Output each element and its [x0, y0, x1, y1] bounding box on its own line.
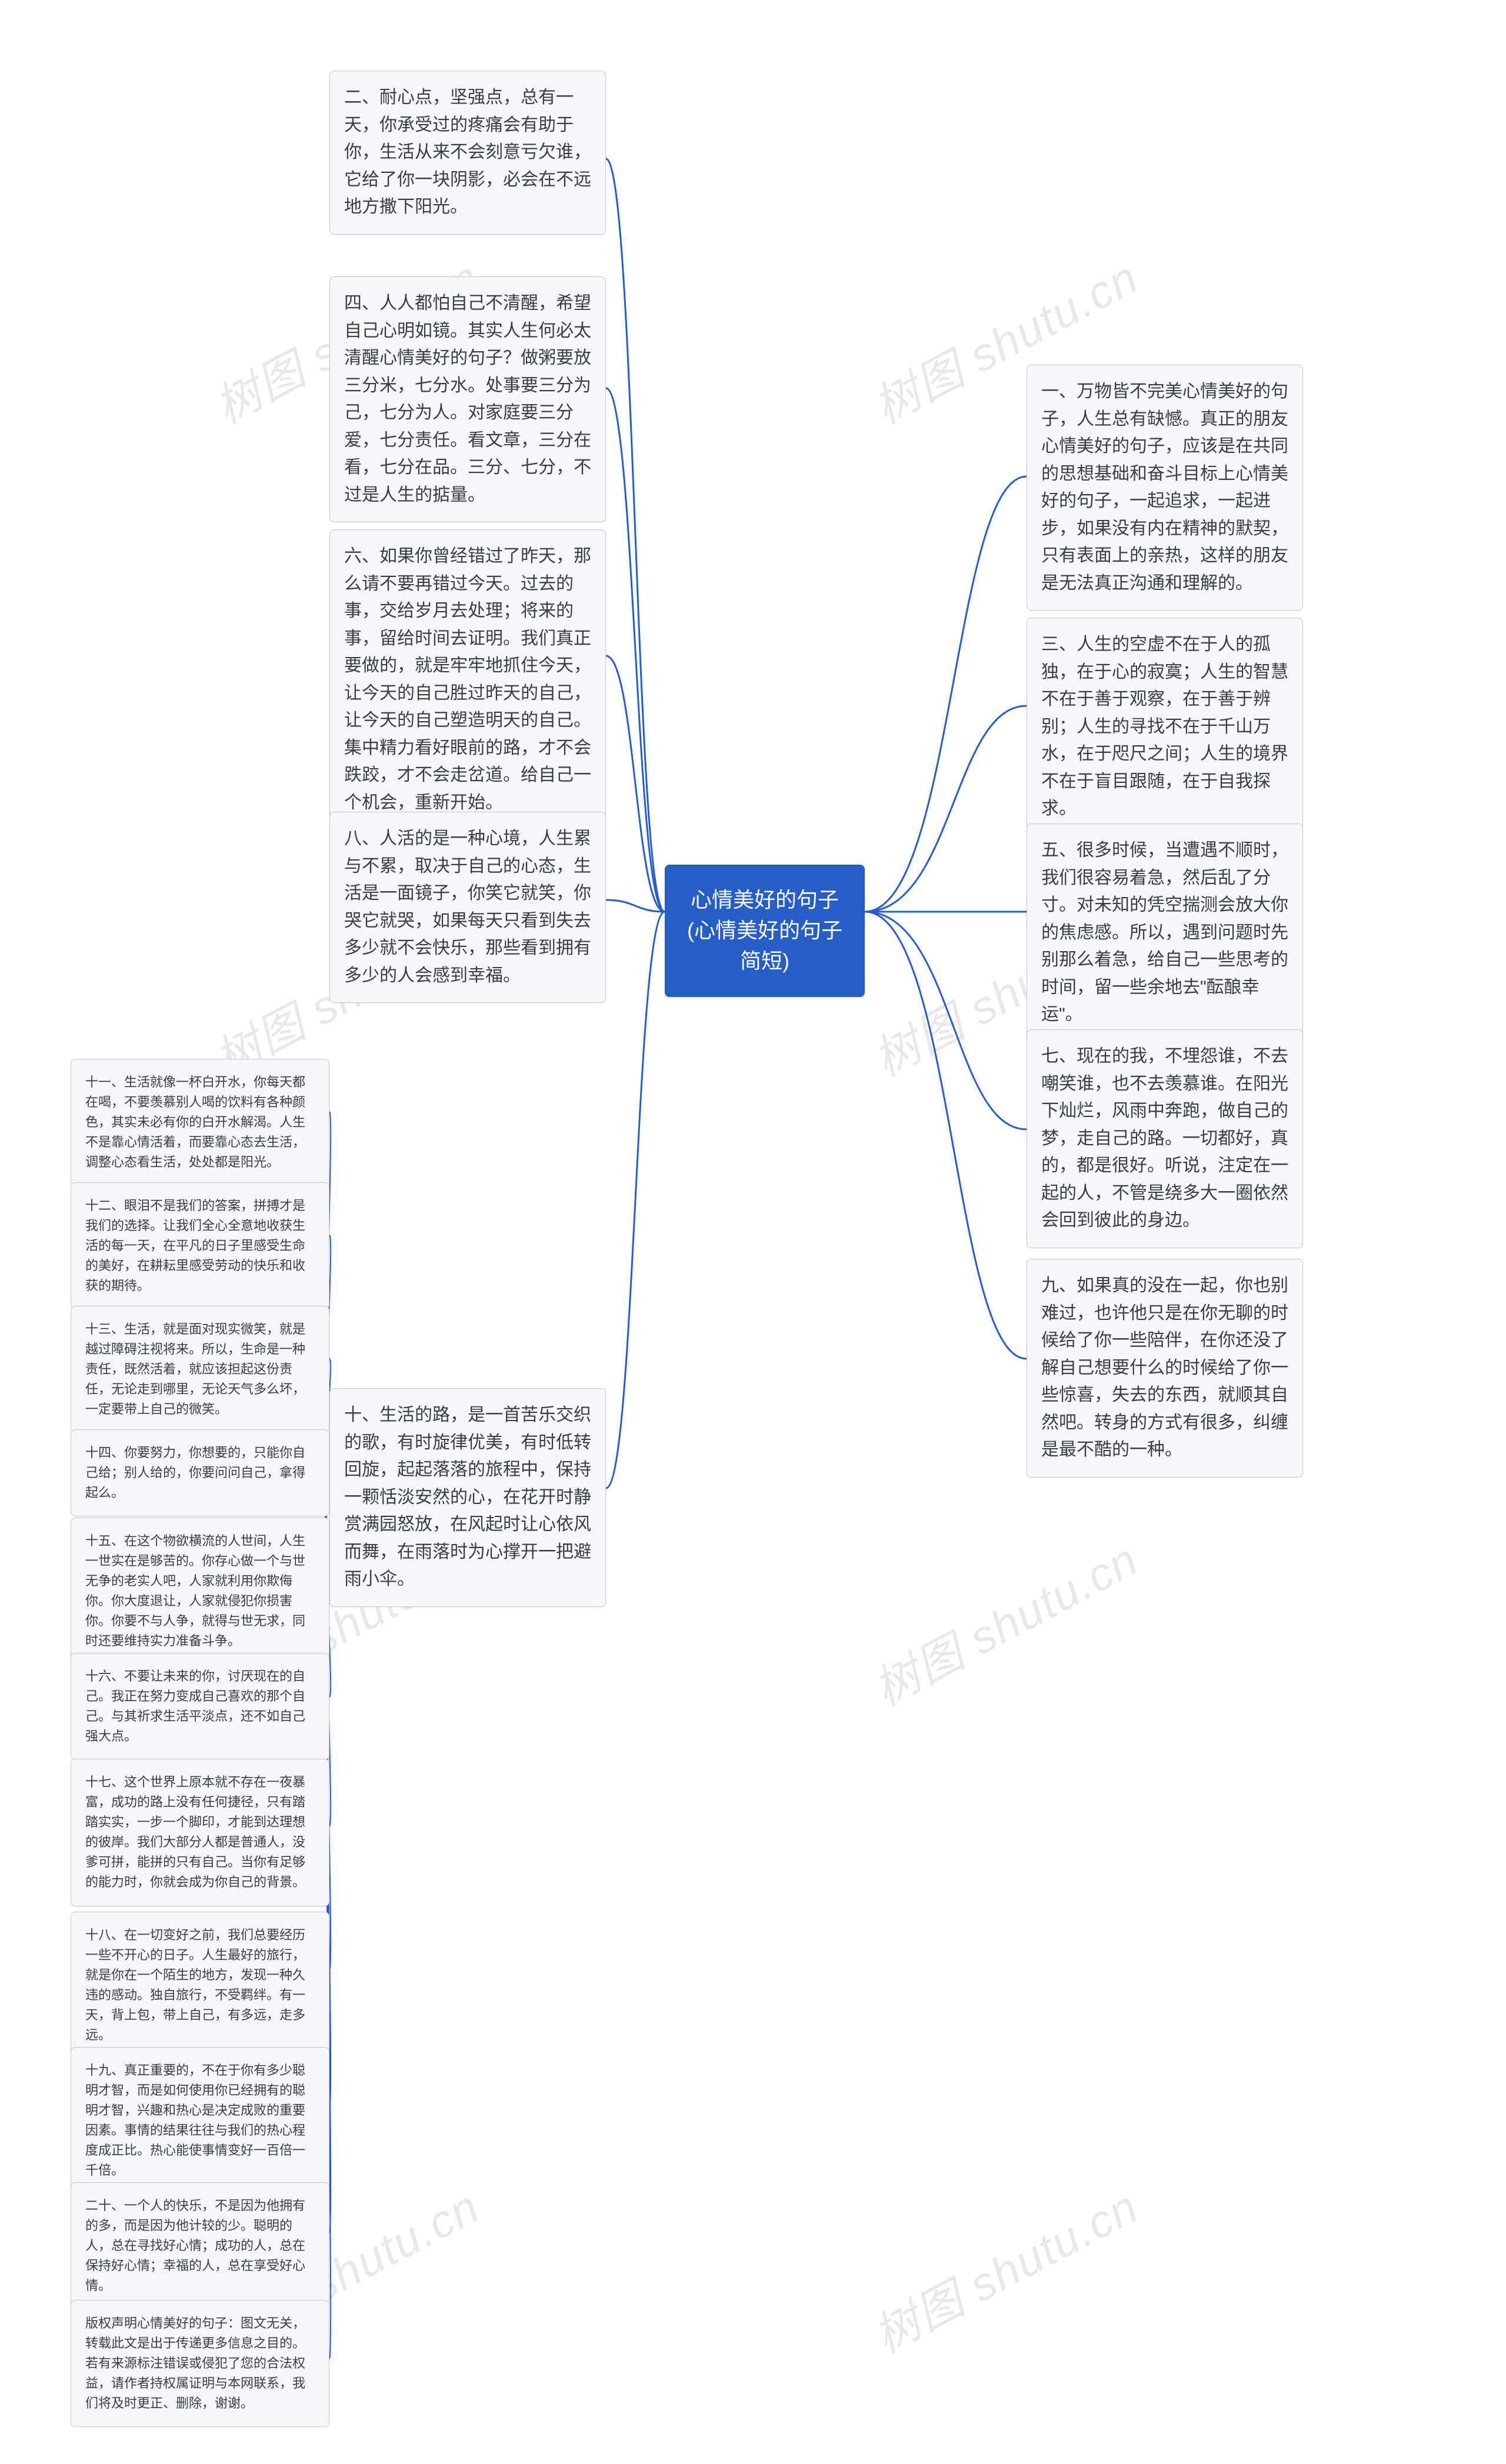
node-r9[interactable]: 九、如果真的没在一起，你也别难过，也许他只是在你无聊的时候给了你一些陪伴，在你还… [1027, 1259, 1303, 1478]
root-node[interactable]: 心情美好的句子(心情美好的句子简短) [665, 865, 865, 997]
node-s14[interactable]: 十四、你要努力，你想要的，只能你自己给；别人给的，你要问问自己，拿得起么。 [71, 1429, 329, 1516]
node-s19[interactable]: 十九、真正重要的，不在于你有多少聪明才智，而是如何使用你已经拥有的聪明才智，兴趣… [71, 2047, 329, 2195]
node-s16[interactable]: 十六、不要让未来的你，讨厌现在的自己。我正在努力变成自己喜欢的那个自己。与其祈求… [71, 1653, 329, 1760]
node-s11[interactable]: 十一、生活就像一杯白开水，你每天都在喝，不要羡慕别人喝的饮料有各种颜色，其实未必… [71, 1059, 329, 1186]
watermark: 树图 shutu.cn [861, 1523, 1148, 1718]
watermark: 树图 shutu.cn [861, 2170, 1148, 2365]
node-r5[interactable]: 五、很多时候，当遭遇不顺时，我们很容易着急，然后乱了分寸。对未知的凭空揣测会放大… [1027, 823, 1303, 1042]
node-r3[interactable]: 三、人生的空虚不在于人的孤独，在于心的寂寞；人生的智慧不在于善于观察，在于善于辨… [1027, 618, 1303, 836]
node-l2[interactable]: 二、耐心点，坚强点，总有一天，你承受过的疼痛会有助于你，生活从来不会刻意亏欠谁，… [329, 71, 606, 235]
node-l10[interactable]: 十、生活的路，是一首苦乐交织的歌，有时旋律优美，有时低转回旋，起起落落的旅程中，… [329, 1388, 606, 1607]
node-r1[interactable]: 一、万物皆不完美心情美好的句子，人生总有缺憾。真正的朋友心情美好的句子，应该是在… [1027, 365, 1303, 611]
node-s12[interactable]: 十二、眼泪不是我们的答案，拼搏才是我们的选择。让我们全心全意地收获生活的每一天，… [71, 1182, 329, 1309]
node-s18[interactable]: 十八、在一切变好之前，我们总要经历一些不开心的日子。人生最好的旅行，就是你在一个… [71, 1912, 329, 2059]
node-s17[interactable]: 十七、这个世界上原本就不存在一夜暴富，成功的路上没有任何捷径，只有踏踏实实，一步… [71, 1759, 329, 1906]
node-r7[interactable]: 七、现在的我，不埋怨谁，不去嘲笑谁，也不去羡慕谁。在阳光下灿烂，风雨中奔跑，做自… [1027, 1029, 1303, 1248]
node-s13[interactable]: 十三、生活，就是面对现实微笑，就是越过障碍注视将来。所以，生命是一种责任，既然活… [71, 1306, 329, 1433]
node-l4[interactable]: 四、人人都怕自己不清醒，希望自己心明如镜。其实人生何必太清醒心情美好的句子？做粥… [329, 276, 606, 522]
node-s21[interactable]: 版权声明心情美好的句子：图文无关，转载此文是出于传递更多信息之目的。若有来源标注… [71, 2300, 329, 2427]
node-s15[interactable]: 十五、在这个物欲横流的人世间，人生一世实在是够苦的。你存心做一个与世无争的老实人… [71, 1518, 329, 1665]
mindmap-canvas: 树图 shutu.cn 树图 shutu.cn 树图 shutu.cn 树图 s… [0, 0, 1506, 2464]
node-l6[interactable]: 六、如果你曾经错过了昨天，那么请不要再错过今天。过去的事，交给岁月去处理；将来的… [329, 529, 606, 830]
node-s20[interactable]: 二十、一个人的快乐，不是因为他拥有的多，而是因为他计较的少。聪明的人，总在寻找好… [71, 2182, 329, 2309]
node-l8[interactable]: 八、人活的是一种心境，人生累与不累，取决于自己的心态，生活是一面镜子，你笑它就笑… [329, 812, 606, 1003]
